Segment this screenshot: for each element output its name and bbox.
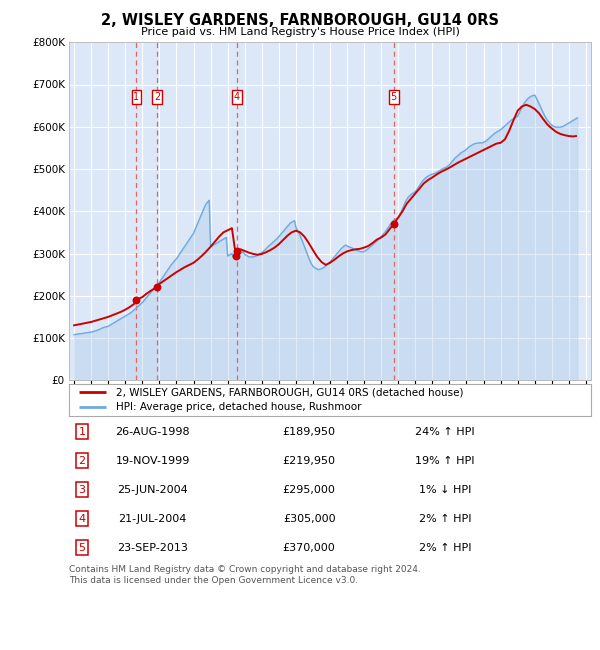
Text: £219,950: £219,950: [283, 456, 335, 466]
Point: [232, 246, 242, 257]
Point: [231, 250, 241, 261]
Text: 2% ↑ HPI: 2% ↑ HPI: [419, 543, 471, 552]
Text: 5: 5: [391, 92, 397, 102]
Text: 2: 2: [79, 456, 86, 466]
Point: [389, 218, 398, 229]
Text: £370,000: £370,000: [283, 543, 335, 552]
Text: 1: 1: [133, 92, 139, 102]
Text: 21-JUL-2004: 21-JUL-2004: [118, 514, 187, 524]
Point: [152, 282, 162, 293]
Text: 2, WISLEY GARDENS, FARNBOROUGH, GU14 0RS (detached house): 2, WISLEY GARDENS, FARNBOROUGH, GU14 0RS…: [116, 387, 463, 397]
Text: 1: 1: [79, 427, 86, 437]
Text: 23-SEP-2013: 23-SEP-2013: [117, 543, 188, 552]
Text: 2% ↑ HPI: 2% ↑ HPI: [419, 514, 471, 524]
Text: 5: 5: [79, 543, 86, 552]
Text: 24% ↑ HPI: 24% ↑ HPI: [415, 427, 475, 437]
Text: Contains HM Land Registry data © Crown copyright and database right 2024.
This d: Contains HM Land Registry data © Crown c…: [69, 566, 421, 585]
Text: 19-NOV-1999: 19-NOV-1999: [115, 456, 190, 466]
Text: 1% ↓ HPI: 1% ↓ HPI: [419, 485, 471, 495]
Text: £189,950: £189,950: [283, 427, 335, 437]
Text: 4: 4: [79, 514, 86, 524]
Text: 25-JUN-2004: 25-JUN-2004: [117, 485, 188, 495]
Text: 19% ↑ HPI: 19% ↑ HPI: [415, 456, 475, 466]
Text: £295,000: £295,000: [283, 485, 335, 495]
Text: 26-AUG-1998: 26-AUG-1998: [115, 427, 190, 437]
Text: 4: 4: [234, 92, 240, 102]
Text: Price paid vs. HM Land Registry's House Price Index (HPI): Price paid vs. HM Land Registry's House …: [140, 27, 460, 37]
Text: £305,000: £305,000: [283, 514, 335, 524]
Text: 2, WISLEY GARDENS, FARNBOROUGH, GU14 0RS: 2, WISLEY GARDENS, FARNBOROUGH, GU14 0RS: [101, 13, 499, 28]
Text: 3: 3: [79, 485, 86, 495]
Text: HPI: Average price, detached house, Rushmoor: HPI: Average price, detached house, Rush…: [116, 402, 361, 412]
Text: 2: 2: [154, 92, 160, 102]
Point: [131, 295, 141, 306]
